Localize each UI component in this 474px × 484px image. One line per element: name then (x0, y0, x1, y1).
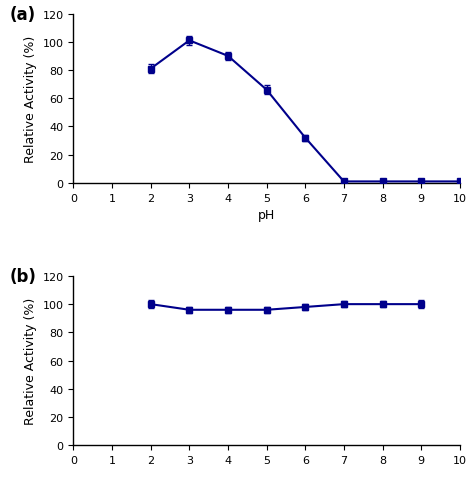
Text: (b): (b) (10, 268, 36, 286)
X-axis label: pH: pH (258, 209, 275, 222)
Y-axis label: Relative Activity (%): Relative Activity (%) (24, 297, 37, 424)
Y-axis label: Relative Activity (%): Relative Activity (%) (24, 35, 37, 163)
Text: (a): (a) (10, 6, 36, 24)
